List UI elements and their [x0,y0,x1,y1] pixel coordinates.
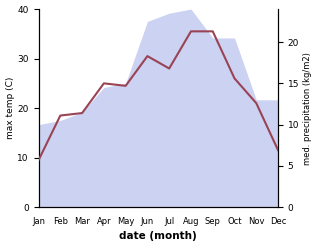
Y-axis label: med. precipitation (kg/m2): med. precipitation (kg/m2) [303,52,313,165]
Y-axis label: max temp (C): max temp (C) [5,77,15,139]
X-axis label: date (month): date (month) [120,231,197,242]
